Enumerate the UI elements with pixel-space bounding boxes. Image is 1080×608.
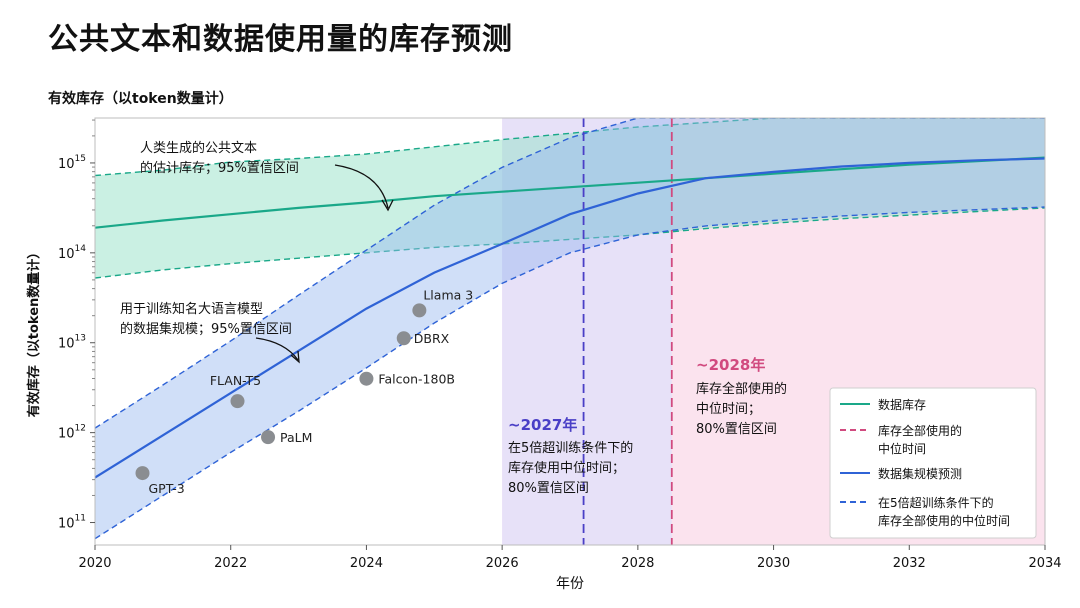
y-axis-label: 有效库存（以token数量计）: [26, 246, 42, 418]
chart-subtitle: 有效库存（以token数量计）: [48, 91, 233, 107]
y-tick-exponent: 12: [75, 424, 86, 434]
annotation-2027-title: ~2027年: [508, 416, 577, 434]
model-points: GPT-3 FLAN-T5 PaLM Falcon-180B DBRX Llama 3: [135, 287, 473, 496]
x-tick-label: 2034: [1028, 556, 1061, 571]
dataset-band: [95, 118, 1045, 539]
plot-frame: [94, 117, 1046, 546]
axes: 2020 2022 2024 2026 2028 2030 2032 2034 1011 1012…: [26, 117, 1062, 592]
y-tick-label: 1014: [58, 244, 86, 262]
point-label-flan-t5: FLAN-T5: [210, 373, 261, 388]
annotation-dataset-band: 用于训练知名大语言模型: [120, 301, 263, 317]
annotation-stock-arrowhead: [381, 199, 394, 212]
legend-box: [829, 387, 1037, 539]
annotation-dataset-band: 的数据集规模；95%置信区间: [120, 321, 292, 337]
y-tick-label: 1015: [58, 154, 86, 172]
point-falcon-180b: [359, 371, 374, 386]
point-dbrx: [396, 331, 411, 346]
x-tick-label: 2032: [893, 556, 926, 571]
point-flan-t5: [230, 394, 245, 409]
x-tick-label: 2026: [486, 556, 519, 571]
x-axis-label: 年份: [556, 576, 584, 592]
dataset-line: [95, 157, 1045, 479]
point-llama-3: [412, 303, 427, 318]
annotation-stock-band: 人类生成的公共文本: [140, 140, 257, 156]
annotation-2028-text: 80%置信区间: [696, 422, 777, 437]
y-tick-exponent: 13: [75, 334, 86, 344]
y-tick-exponent: 11: [75, 514, 86, 524]
legend-label: 在5倍超训练条件下的: [878, 495, 994, 510]
legend-label: 库存全部使用的中位时间: [878, 513, 1010, 528]
point-label-llama-3: Llama 3: [423, 287, 473, 302]
dataset-band-lower: [95, 206, 1045, 540]
stock-band-lower: [95, 207, 1045, 279]
x-tick-label: 2024: [350, 556, 383, 571]
x-tick-label: 2028: [621, 556, 654, 571]
y-tick-label: 1012: [58, 424, 86, 442]
x-tick-label: 2030: [757, 556, 790, 571]
x-tick-label: 2022: [214, 556, 247, 571]
point-label-dbrx: DBRX: [414, 331, 450, 346]
page-title: 公共文本和数据使用量的库存预测: [48, 22, 513, 57]
annotation-2028-text: 库存全部使用的: [696, 381, 787, 397]
legend-label: 数据集规模预测: [878, 466, 962, 481]
point-label-palm: PaLM: [280, 430, 312, 445]
annotation-stock-arrow: [334, 164, 389, 209]
annotation-2027-text: 库存使用中位时间；: [508, 460, 625, 476]
annotation-stock-band: 的估计库存；95%置信区间: [140, 160, 299, 176]
annotation-dataset-arrow: [255, 337, 299, 361]
point-label-gpt-3: GPT-3: [149, 481, 185, 496]
stock-band: [95, 118, 1045, 278]
legend-label: 库存全部使用的: [878, 423, 962, 438]
legend-label: 数据库存: [878, 397, 926, 412]
stock-line: [95, 156, 1045, 229]
x-tick-label: 2020: [78, 556, 111, 571]
y-tick-exponent: 14: [75, 244, 87, 254]
annotations: 人类生成的公共文本的估计库存；95%置信区间用于训练知名大语言模型的数据集规模；…: [120, 140, 787, 496]
annotation-2028-title: ~2028年: [696, 356, 765, 374]
annotation-dataset-arrowhead: [290, 350, 300, 364]
median-lines: [582, 118, 673, 545]
point-gpt-3: [135, 466, 150, 481]
y-tick-label: 1013: [58, 334, 86, 352]
y-tick-label: 1011: [58, 514, 86, 532]
annotation-2027-text: 在5倍超训练条件下的: [508, 440, 633, 456]
point-palm: [261, 430, 276, 445]
point-label-falcon-180b: Falcon-180B: [378, 372, 455, 387]
series-lines: [95, 156, 1045, 479]
confidence-bands: [95, 118, 1045, 540]
legend-label: 中位时间: [878, 441, 926, 456]
annotation-2027-text: 80%置信区间: [508, 481, 589, 496]
annotation-2028-text: 中位时间；: [696, 402, 761, 417]
chart-legend: 数据库存库存全部使用的中位时间数据集规模预测在5倍超训练条件下的库存全部使用的中…: [829, 387, 1037, 539]
y-tick-exponent: 15: [75, 154, 86, 164]
